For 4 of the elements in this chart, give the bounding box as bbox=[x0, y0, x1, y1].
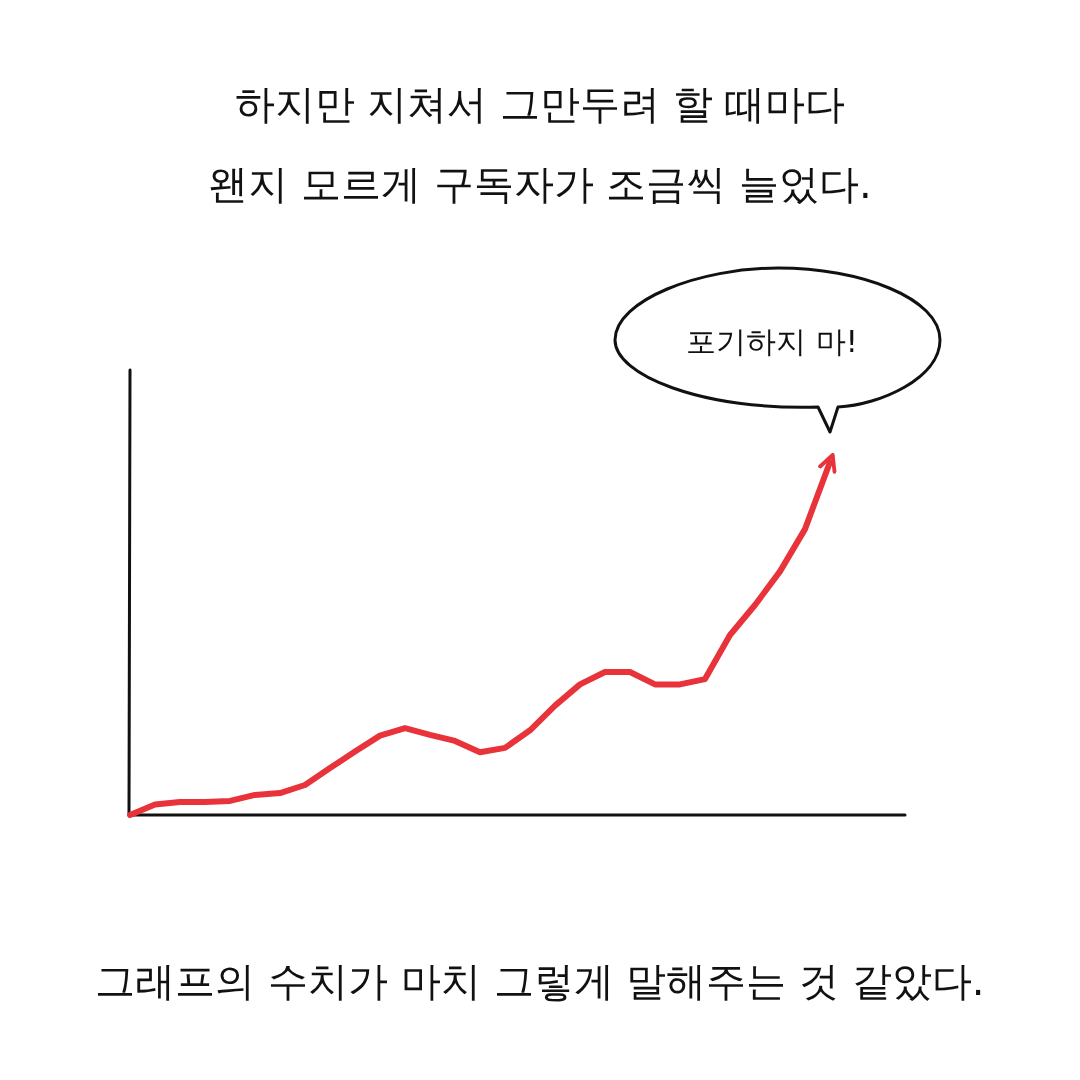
text: 포기하지 마! bbox=[686, 324, 858, 359]
chart-subtitle: 왠지 모르게 구독자가 조금씩 늘었다. bbox=[208, 161, 872, 207]
chart-title: 하지만 지쳐서 그만두려 할 때마다 bbox=[234, 81, 846, 127]
text: 그래프의 수치가 마치 그렇게 말해주는 것 같았다. bbox=[95, 958, 985, 1004]
